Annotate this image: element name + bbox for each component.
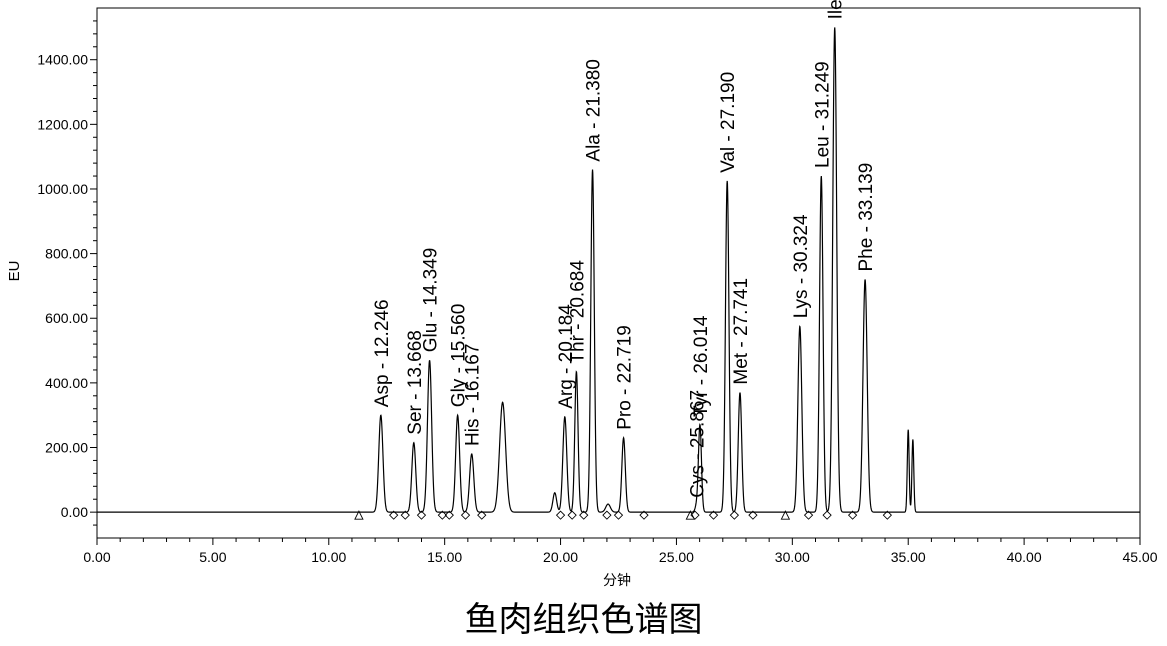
- peak-label: Gly - 15.560: [449, 304, 470, 408]
- peak-label: Phe - 33.139: [856, 163, 877, 272]
- x-tick-label: 20.00: [543, 549, 578, 565]
- x-tick-label: 0.00: [83, 549, 110, 565]
- baseline-diamond-marker: [690, 510, 700, 520]
- peak-label: Ile - 31.829: [826, 0, 847, 19]
- y-tick-label: 800.00: [45, 246, 88, 262]
- baseline-diamond-marker: [389, 510, 399, 520]
- peak-label: His - 16.167: [463, 344, 484, 446]
- peak-label: Pro - 22.719: [615, 325, 636, 430]
- peak-label: Ala - 21.380: [584, 59, 605, 161]
- chromatogram-trace: [97, 27, 1140, 513]
- peak-label: Val - 27.190: [718, 72, 739, 173]
- baseline-diamond-marker: [460, 510, 471, 520]
- baseline-diamond-marker: [803, 510, 814, 520]
- baseline-diamond-marker: [400, 510, 410, 520]
- baseline-diamond-marker: [579, 510, 589, 520]
- peak-label: Ser - 13.668: [405, 330, 426, 435]
- y-tick-label: 400.00: [45, 375, 88, 391]
- baseline-diamond-marker: [613, 510, 624, 520]
- x-tick-label: 35.00: [891, 549, 926, 565]
- baseline-diamond-marker: [639, 510, 649, 520]
- x-tick-label: 45.00: [1122, 549, 1157, 565]
- baseline-markers: [354, 510, 892, 520]
- x-tick-label: 10.00: [311, 549, 346, 565]
- peak-label: Leu - 31.249: [812, 61, 833, 168]
- y-tick-label: 0.00: [61, 504, 88, 520]
- baseline-diamond-marker: [444, 510, 454, 520]
- y-axis-label: EU: [6, 261, 23, 282]
- baseline-diamond-marker: [602, 510, 612, 520]
- x-tick-label: 15.00: [427, 549, 462, 565]
- x-tick-label: 5.00: [199, 549, 226, 565]
- baseline-triangle-marker: [780, 510, 791, 520]
- axes-layer: 0.00 5.00 10.00 15.00 20.00 25.00 30.00 35.00 40…: [37, 7, 1158, 565]
- peak-label: Lys - 30.324: [791, 214, 812, 318]
- peak-label: Met - 27.741: [731, 278, 752, 385]
- baseline-triangle-marker: [685, 510, 696, 520]
- peak-label: Arg - 20.184: [556, 304, 577, 409]
- y-tick-label: 1200.00: [37, 116, 88, 132]
- baseline-diamond-marker: [708, 510, 719, 520]
- baseline-diamond-marker: [847, 510, 858, 520]
- baseline-diamond-marker: [477, 510, 487, 520]
- chromatogram-chart: 0.00 5.00 10.00 15.00 20.00 25.00 30.00 35.00 40…: [6, 0, 1158, 589]
- x-tick-label: 30.00: [775, 549, 810, 565]
- baseline-triangle-marker: [354, 510, 364, 520]
- peak-label: Glu - 14.349: [421, 248, 442, 353]
- y-tick-label: 600.00: [45, 310, 88, 326]
- baseline-diamond-marker: [729, 510, 740, 520]
- baseline-diamond-marker: [882, 510, 892, 520]
- peak-label: Asp - 12.246: [372, 299, 393, 407]
- peak-label: Thr - 20.684: [567, 260, 588, 364]
- plot-frame: [96, 7, 1141, 539]
- x-axis-label: 分钟: [603, 572, 631, 589]
- y-tick-label: 1000.00: [37, 181, 88, 197]
- baseline-diamond-marker: [416, 510, 427, 520]
- baseline-diamond-marker: [567, 510, 577, 520]
- baseline-diamond-marker: [555, 510, 566, 520]
- peak-label: Tyr - 26.014: [691, 315, 712, 417]
- peak-label: Cys - 25.867: [688, 390, 709, 498]
- y-tick-label: 1400.00: [37, 52, 88, 68]
- y-tick-label: 200.00: [45, 440, 88, 456]
- chart-caption: 鱼肉组织色谱图: [464, 600, 703, 640]
- baseline-diamond-marker: [437, 510, 447, 520]
- baseline-diamond-marker: [748, 510, 758, 520]
- x-tick-label: 25.00: [659, 549, 694, 565]
- x-tick-label: 40.00: [1007, 549, 1042, 565]
- baseline-diamond-marker: [822, 510, 832, 520]
